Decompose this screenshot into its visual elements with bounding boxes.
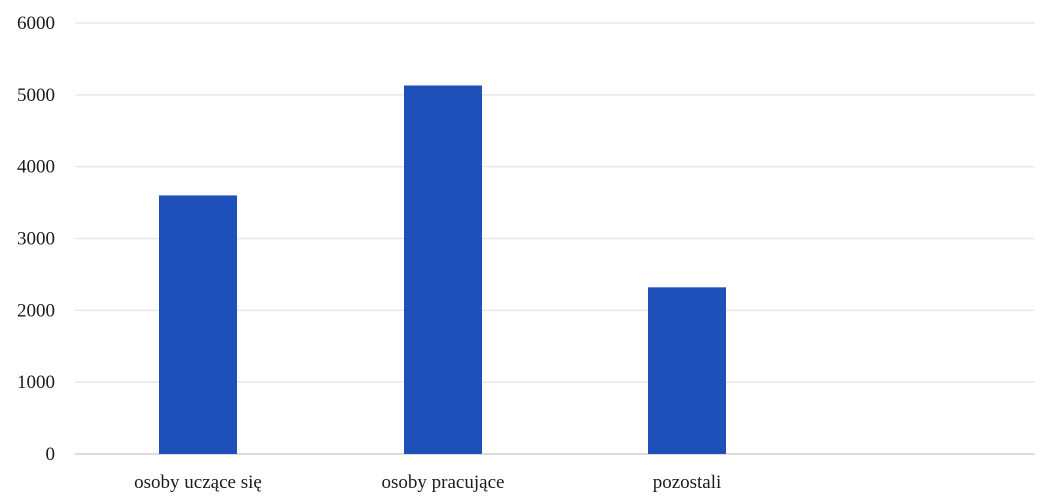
x-tick-label: osoby pracujące: [382, 472, 505, 493]
y-tick-label: 0: [46, 444, 56, 465]
y-tick-label: 6000: [17, 13, 55, 34]
bars: [159, 85, 726, 455]
bar: [404, 85, 482, 455]
bar: [648, 287, 726, 454]
x-tick-label: osoby uczące się: [134, 472, 262, 493]
x-axis-labels: osoby uczące się osoby pracujące pozostali: [134, 472, 721, 493]
x-tick-label: pozostali: [653, 472, 722, 493]
y-tick-label: 3000: [17, 229, 55, 250]
y-tick-label: 5000: [17, 85, 55, 106]
y-tick-label: 4000: [17, 157, 55, 178]
y-tick-label: 2000: [17, 300, 55, 321]
bar: [159, 195, 237, 454]
y-tick-label: 1000: [17, 372, 55, 393]
y-axis-ticks: 0 1000 2000 3000 4000 5000 6000: [17, 13, 55, 465]
